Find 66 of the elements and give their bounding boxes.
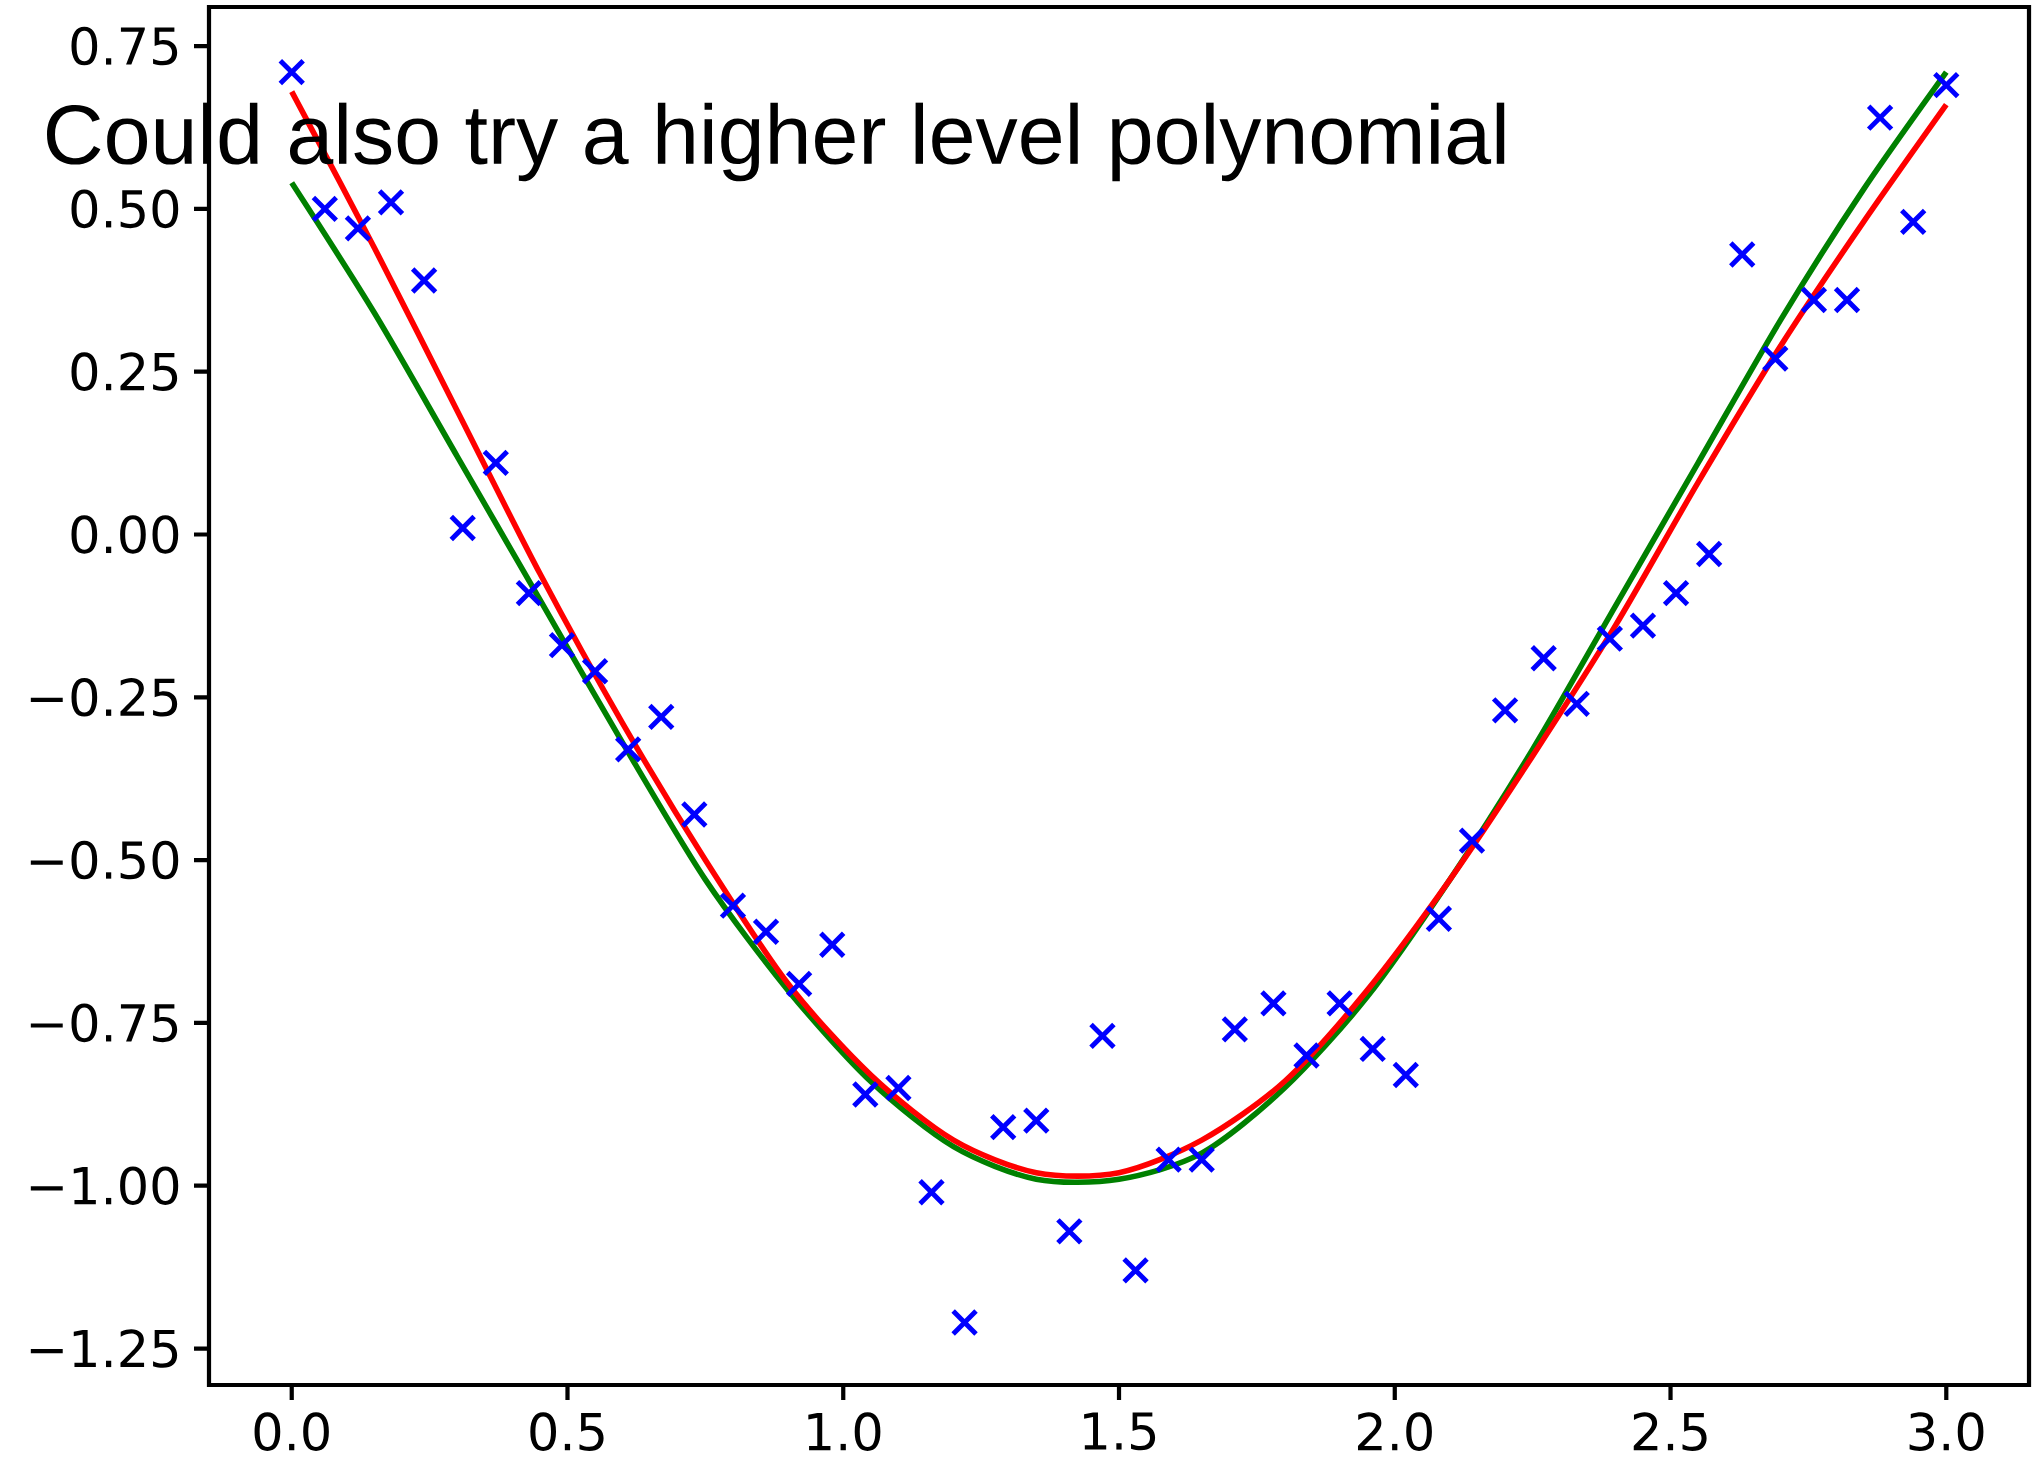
y-tick-label: −0.50 bbox=[30, 840, 179, 880]
y-tick-label: 0.50 bbox=[71, 189, 179, 229]
point bbox=[1055, 1217, 1084, 1246]
point bbox=[1391, 1061, 1420, 1089]
point bbox=[515, 579, 543, 607]
point bbox=[581, 657, 609, 686]
point bbox=[917, 1178, 946, 1207]
point bbox=[1629, 611, 1657, 640]
point bbox=[548, 631, 576, 660]
point bbox=[989, 1113, 1018, 1141]
point bbox=[680, 800, 709, 829]
point bbox=[310, 194, 339, 223]
point bbox=[950, 1308, 979, 1337]
x-tick-label: 2.0 bbox=[1357, 1412, 1432, 1451]
point bbox=[647, 702, 676, 731]
point bbox=[818, 930, 847, 959]
point bbox=[614, 735, 643, 764]
point bbox=[481, 448, 510, 477]
point bbox=[1358, 1035, 1387, 1063]
point bbox=[1728, 240, 1757, 269]
y-tick-label: −1.25 bbox=[30, 1329, 178, 1368]
point bbox=[377, 188, 405, 217]
y-tick-label: 0.75 bbox=[71, 26, 178, 66]
point bbox=[1866, 103, 1894, 132]
point bbox=[851, 1080, 880, 1109]
point bbox=[1325, 989, 1354, 1018]
point bbox=[1662, 579, 1690, 607]
x-tick-label: 0.0 bbox=[254, 1412, 329, 1451]
point bbox=[752, 917, 780, 946]
point bbox=[1491, 696, 1519, 725]
point bbox=[1259, 989, 1288, 1018]
point bbox=[448, 514, 477, 542]
point bbox=[1761, 344, 1790, 373]
point bbox=[344, 214, 372, 243]
point bbox=[1695, 540, 1724, 568]
y-tick-label: −1.00 bbox=[30, 1166, 179, 1205]
y-tick-label: 0.00 bbox=[71, 515, 179, 554]
point bbox=[1899, 207, 1928, 236]
point bbox=[785, 969, 814, 998]
point bbox=[719, 891, 747, 920]
point bbox=[410, 266, 438, 295]
x-tick-label: 1.5 bbox=[1084, 1412, 1156, 1451]
point bbox=[1292, 1041, 1321, 1070]
point bbox=[1088, 1022, 1117, 1050]
point bbox=[1458, 826, 1486, 855]
point bbox=[1154, 1145, 1183, 1174]
point bbox=[1529, 644, 1558, 673]
point bbox=[1187, 1145, 1216, 1174]
point bbox=[1562, 689, 1591, 718]
y-tick-label: −0.75 bbox=[30, 1003, 178, 1043]
y-tick-label: 0.25 bbox=[71, 352, 178, 391]
y-tick-label: −0.25 bbox=[30, 677, 178, 717]
point bbox=[277, 58, 306, 86]
point bbox=[1022, 1106, 1051, 1135]
x-tick-label: 3.0 bbox=[1909, 1412, 1984, 1451]
point bbox=[884, 1074, 913, 1102]
x-tick-label: 0.5 bbox=[530, 1412, 604, 1451]
point bbox=[1800, 286, 1828, 314]
point bbox=[1833, 286, 1861, 314]
x-tick-label: 2.5 bbox=[1633, 1412, 1707, 1451]
point bbox=[1121, 1256, 1150, 1285]
point bbox=[1220, 1015, 1249, 1044]
point bbox=[1932, 71, 1961, 100]
point bbox=[1425, 904, 1453, 933]
point bbox=[1595, 624, 1624, 653]
x-tick-label: 1.0 bbox=[808, 1412, 881, 1451]
